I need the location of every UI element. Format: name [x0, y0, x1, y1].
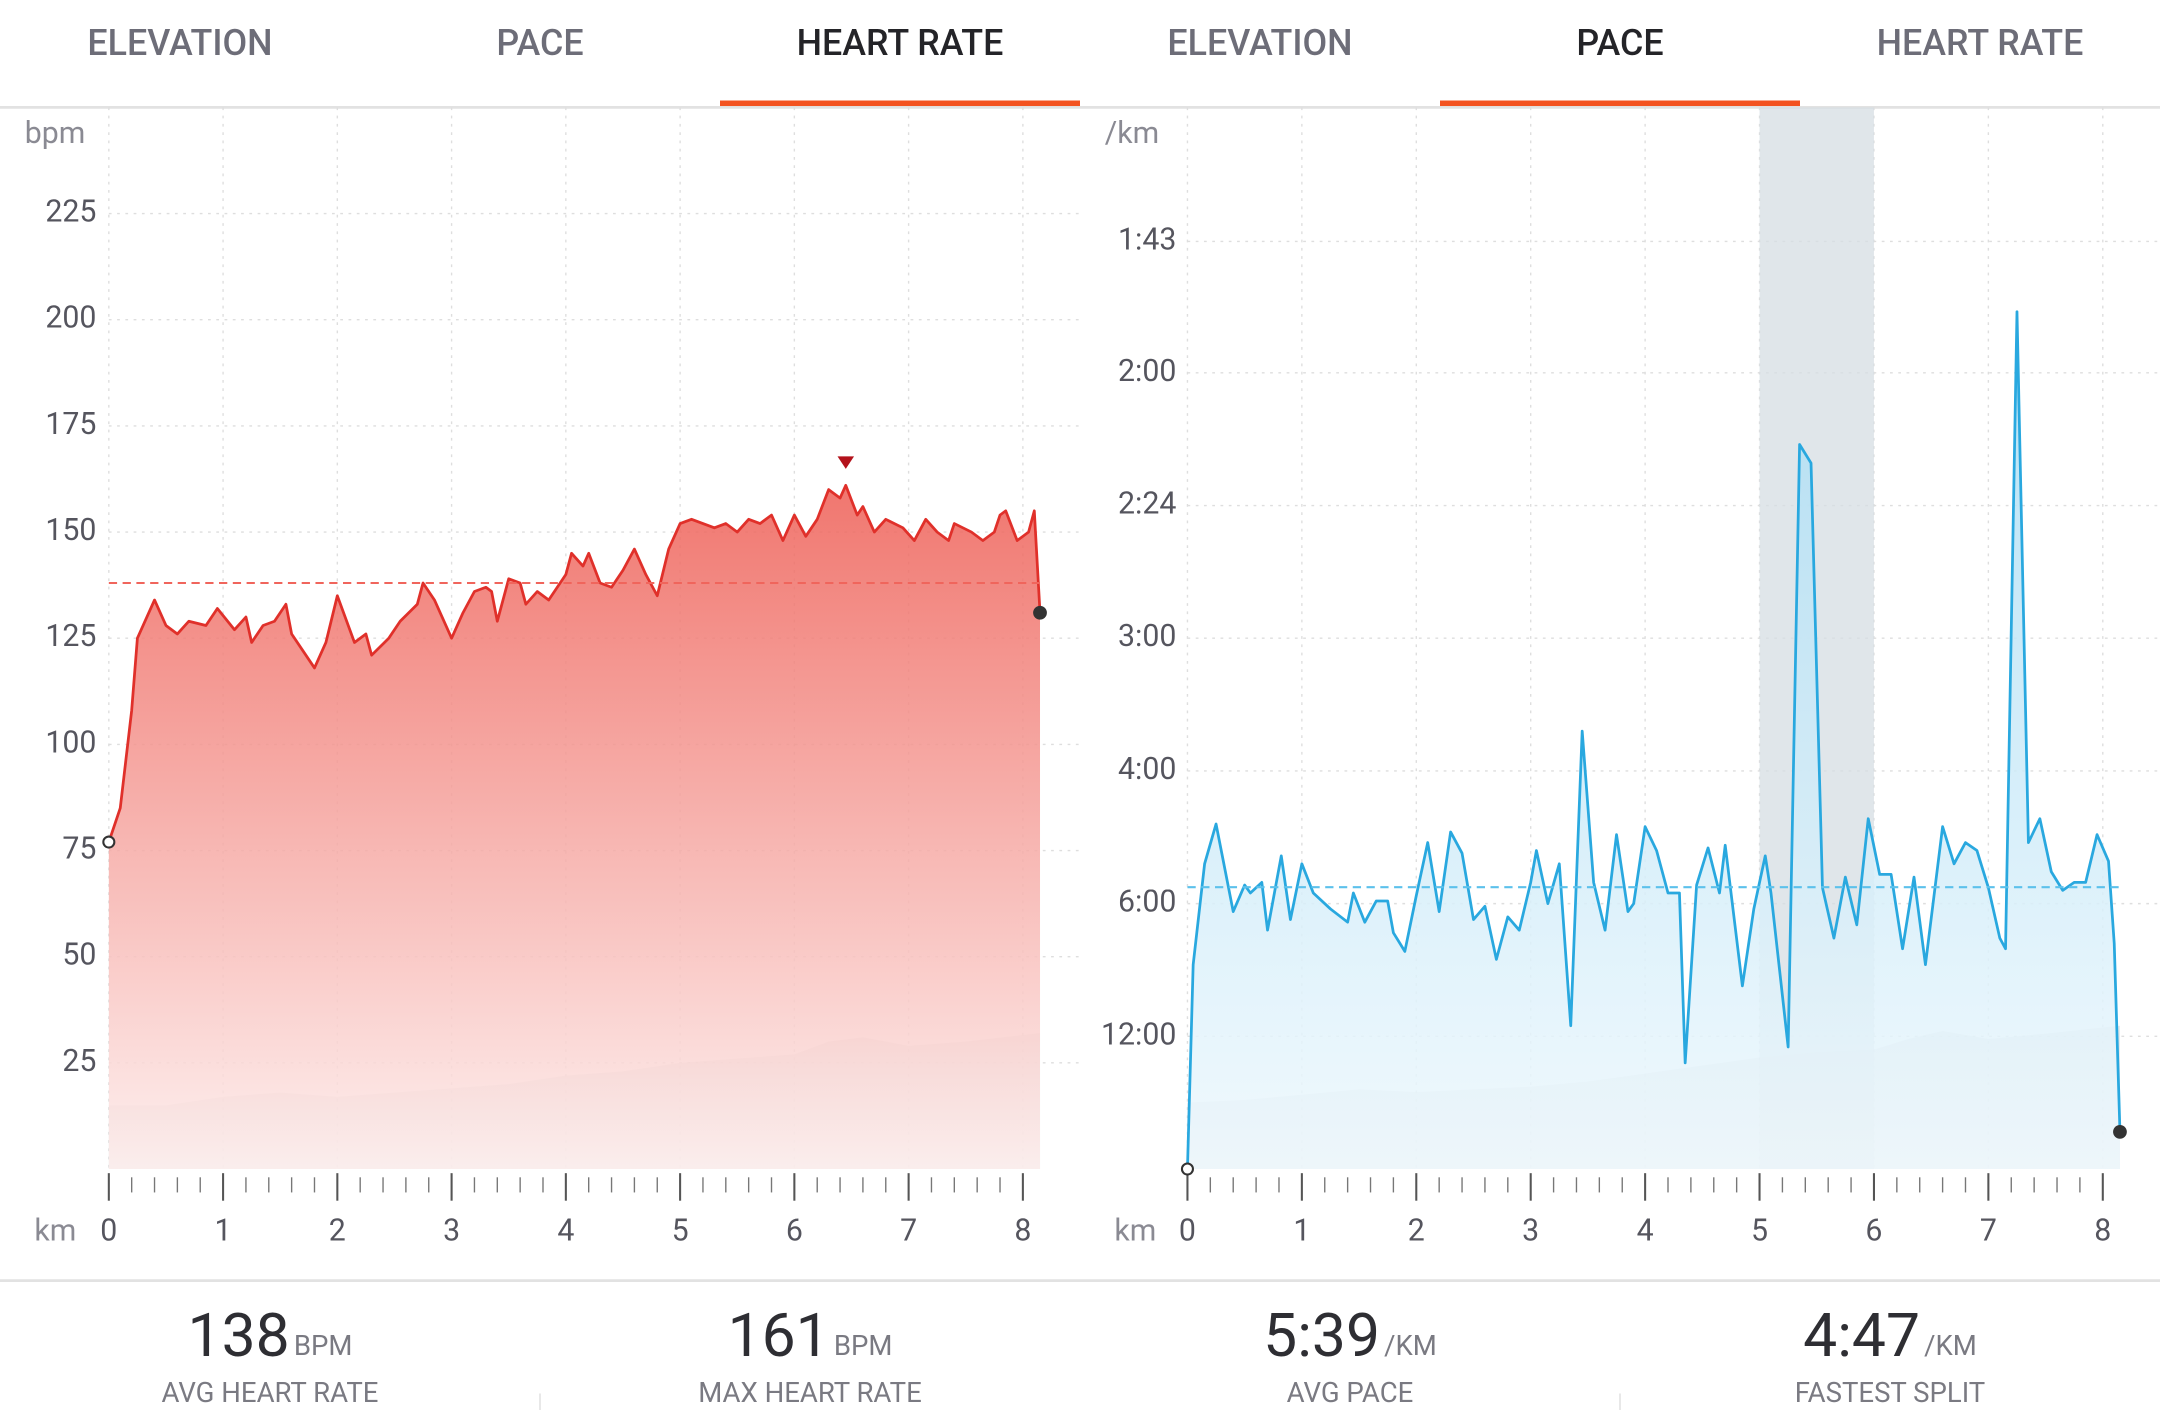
x-tick-label: 0: [1179, 1213, 1196, 1248]
stat-value: 138: [188, 1300, 290, 1371]
x-tick-label: 5: [1751, 1213, 1768, 1248]
stat-unit: /KM: [1384, 1329, 1437, 1362]
x-tick-label: 3: [1522, 1213, 1539, 1248]
x-tick-label: 8: [2094, 1213, 2111, 1248]
y-tick-label: 1:43: [1118, 222, 1176, 257]
x-tick-label: 1: [1293, 1213, 1310, 1248]
x-tick-label: 6: [1865, 1213, 1882, 1248]
max-marker: [837, 456, 855, 469]
stat-label: AVG HEART RATE: [162, 1376, 379, 1409]
stat-value: 161: [728, 1300, 830, 1371]
tab[interactable]: ELEVATION: [87, 22, 272, 64]
y-tick-label: 3:00: [1118, 619, 1176, 654]
y-tick-label: 2:24: [1118, 487, 1176, 522]
stat-label: AVG PACE: [1287, 1376, 1414, 1409]
series-area: [108, 485, 1041, 1170]
tab[interactable]: PACE: [1576, 22, 1663, 64]
x-tick-label: 8: [1014, 1213, 1031, 1248]
x-unit-label: km: [34, 1213, 76, 1248]
y-tick-label: 175: [45, 407, 96, 442]
tab[interactable]: ELEVATION: [1167, 22, 1352, 64]
series-area: [1187, 311, 2120, 1170]
tab[interactable]: HEART RATE: [1877, 22, 2084, 64]
stat-value: 5:39: [1263, 1300, 1380, 1371]
start-point: [102, 835, 116, 849]
y-tick-label: 150: [45, 513, 96, 548]
stat: 5:39/KM: [1263, 1300, 1437, 1371]
stat-unit: /KM: [1924, 1329, 1977, 1362]
series-line: [107, 483, 1042, 843]
x-tick-label: 4: [557, 1213, 574, 1248]
y-tick-label: 12:00: [1101, 1017, 1176, 1052]
start-point: [1180, 1162, 1194, 1176]
stat-label: FASTEST SPLIT: [1795, 1376, 1985, 1409]
x-tick-label: 7: [1980, 1213, 1997, 1248]
y-tick-label: 75: [62, 832, 96, 867]
stat: 138 BPM: [188, 1300, 353, 1371]
y-tick-label: 100: [45, 725, 96, 760]
end-point: [2113, 1124, 2127, 1139]
y-tick-label: 200: [45, 301, 96, 336]
stat: 4:47/KM: [1803, 1300, 1977, 1371]
x-tick-label: 1: [215, 1213, 232, 1248]
tab-indicator: [1440, 100, 1801, 107]
tab[interactable]: PACE: [496, 22, 583, 64]
y-unit-label: bpm: [25, 116, 86, 151]
x-tick-label: 0: [100, 1213, 117, 1248]
stat-unit: BPM: [294, 1329, 353, 1362]
x-tick-label: 7: [900, 1213, 917, 1248]
x-unit-label: km: [1114, 1213, 1156, 1248]
y-tick-label: 50: [62, 938, 96, 973]
x-tick-label: 4: [1637, 1213, 1654, 1248]
end-point: [1033, 605, 1047, 620]
x-tick-label: 5: [672, 1213, 689, 1248]
y-tick-label: 2:00: [1118, 354, 1176, 389]
x-tick-label: 6: [786, 1213, 803, 1248]
stat: 161 BPM: [728, 1300, 893, 1371]
stat-unit: BPM: [834, 1329, 893, 1362]
stat-label: MAX HEART RATE: [698, 1376, 922, 1409]
x-tick-label: 2: [329, 1213, 346, 1248]
x-tick-label: 2: [1408, 1213, 1425, 1248]
x-tick-label: 3: [443, 1213, 460, 1248]
y-tick-label: 25: [62, 1044, 96, 1079]
y-tick-label: 225: [45, 195, 96, 230]
tab-indicator: [720, 100, 1080, 107]
y-tick-label: 125: [45, 619, 96, 654]
y-tick-label: 4:00: [1118, 752, 1176, 787]
stat-value: 4:47: [1803, 1300, 1920, 1371]
y-unit-label: /km: [1105, 116, 1159, 151]
y-tick-label: 6:00: [1118, 885, 1176, 920]
series-line: [1186, 310, 2122, 1170]
tab[interactable]: HEART RATE: [797, 22, 1004, 64]
